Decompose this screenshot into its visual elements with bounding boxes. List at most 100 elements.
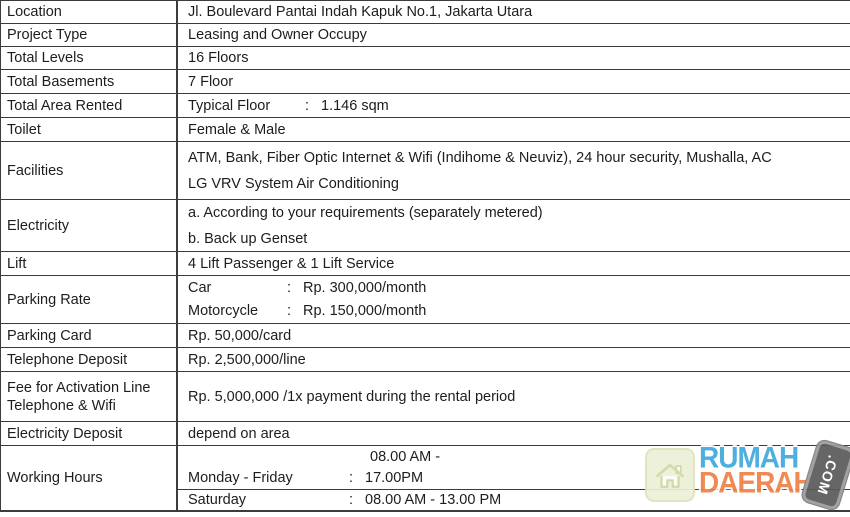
row-value-text: depend on area <box>188 425 290 442</box>
row-label-cell: Telephone Deposit <box>1 348 178 371</box>
row-label-cell: Facilities <box>1 142 178 199</box>
com-badge-text: .COM <box>814 453 842 497</box>
row-label-text: Total Area Rented <box>7 97 123 114</box>
table-row: Project Type Leasing and Owner Occupy <box>1 24 850 47</box>
home-icon <box>645 448 695 502</box>
kv-colon: : <box>287 303 292 320</box>
row-value-cell: depend on area <box>178 422 850 445</box>
table-row: Total Levels 16 Floors <box>1 47 850 70</box>
row-label-cell: Total Levels <box>1 47 178 69</box>
kv-row: Saturday:08.00 AM - 13.00 PM <box>178 488 850 510</box>
row-label-cell: Electricity Deposit <box>1 422 178 445</box>
kv-colon: : <box>305 97 310 114</box>
table-row: Lift 4 Lift Passenger & 1 Lift Service <box>1 252 850 276</box>
row-label-text: Project Type <box>7 27 88 43</box>
logo-words: RUMAH DAERAH <box>699 441 814 499</box>
row-value-cell: Rp. 50,000/card <box>178 324 850 347</box>
row-label-cell: Electricity <box>1 200 178 251</box>
kv-key: Monday - Friday <box>188 469 293 486</box>
row-label-cell: Parking Card <box>1 324 178 347</box>
kv-row: Monday - Friday:17.00PM <box>178 467 850 488</box>
table-row: Electricity Deposit depend on area <box>1 422 850 446</box>
row-label-cell: Project Type <box>1 24 178 46</box>
row-label-cell: Fee for Activation Line Telephone & Wifi <box>1 372 178 421</box>
row-value-text: Female & Male <box>188 121 286 138</box>
row-value-cell: 16 Floors <box>178 47 850 69</box>
kv-key: Saturday <box>188 491 247 508</box>
row-value-text: Rp. 5,000,000 /1x payment during the ren… <box>188 388 516 405</box>
row-label-text: Electricity Deposit <box>7 425 123 442</box>
kv-key: Car <box>188 279 212 296</box>
kv-row: 08.00 AM - <box>178 446 850 467</box>
kv-colon: : <box>349 491 354 508</box>
row-value-line: LG VRV System Air Conditioning <box>188 175 399 192</box>
row-value-cell: Jl. Boulevard Pantai Indah Kapuk No.1, J… <box>178 1 850 23</box>
kv-value: Rp. 150,000/month <box>303 303 427 320</box>
table-row: Working Hours 08.00 AM - Monday - Friday:1… <box>1 446 850 512</box>
row-value-line: b. Back up Genset <box>188 230 308 247</box>
row-value-line: ATM, Bank, Fiber Optic Internet & Wifi (… <box>188 149 772 166</box>
row-value-text: 4 Lift Passenger & 1 Lift Service <box>188 255 395 272</box>
row-value-cell: Leasing and Owner Occupy <box>178 24 850 46</box>
row-label-text: Electricity <box>7 217 70 234</box>
row-label-text: Working Hours <box>7 470 103 486</box>
kv-colon: : <box>287 279 292 296</box>
row-value-cell: Rp. 2,500,000/line <box>178 348 850 371</box>
row-value-cell: ATM, Bank, Fiber Optic Internet & Wifi (… <box>178 142 850 199</box>
row-value-text: Rp. 50,000/card <box>188 327 292 344</box>
row-value-text: Leasing and Owner Occupy <box>188 27 367 43</box>
kv-key: Typical Floor <box>188 97 271 114</box>
row-label-text: Facilities <box>7 162 64 179</box>
row-label-text: Toilet <box>7 121 41 138</box>
row-label-text: Fee for Activation Line Telephone & Wifi <box>7 379 151 414</box>
table-row: Toilet Female & Male <box>1 118 850 142</box>
kv-value: 08.00 AM - <box>370 448 441 465</box>
row-value-text: Rp. 2,500,000/line <box>188 351 306 368</box>
kv-value: 17.00PM <box>365 469 424 486</box>
row-value-cell: Rp. 5,000,000 /1x payment during the ren… <box>178 372 850 421</box>
kv-value: 08.00 AM - 13.00 PM <box>365 491 502 508</box>
table-row: Parking Rate Car: Rp. 300,000/month Motorcy… <box>1 276 850 324</box>
row-value-text: 16 Floors <box>188 50 249 66</box>
kv-row: Motorcycle: Rp. 150,000/month <box>178 300 850 324</box>
row-label-cell: Working Hours <box>1 446 178 510</box>
table-row: Electricity a. According to your requirem… <box>1 200 850 252</box>
row-label-text: Parking Card <box>7 327 92 344</box>
rumahdaerah-logo: RUMAH DAERAH .COM <box>643 437 850 512</box>
kv-colon: : <box>349 469 354 486</box>
kv-key: Motorcycle <box>188 303 259 320</box>
row-label-text: Lift <box>7 255 27 272</box>
kv-value: 1.146 sqm <box>321 97 389 114</box>
row-value-cell: a. According to your requirements (separ… <box>178 200 850 251</box>
row-value-line: a. According to your requirements (separ… <box>188 204 543 221</box>
table-row: Telephone Deposit Rp. 2,500,000/line <box>1 348 850 372</box>
row-label-text: Parking Rate <box>7 291 91 308</box>
row-value-cell: Female & Male <box>178 118 850 141</box>
row-label-text: Location <box>7 4 62 20</box>
row-label-cell: Total Basements <box>1 70 178 93</box>
row-label-text: Total Levels <box>7 50 84 66</box>
logo-text-daerah: DAERAH <box>699 466 814 499</box>
row-label-cell: Lift <box>1 252 178 275</box>
row-value-cell: 7 Floor <box>178 70 850 93</box>
row-value-cell: 4 Lift Passenger & 1 Lift Service <box>178 252 850 275</box>
home-icon-glyph <box>656 463 684 488</box>
row-value-cell: Car: Rp. 300,000/month Motorcycle: Rp. 150,… <box>178 276 850 323</box>
row-value-text: Jl. Boulevard Pantai Indah Kapuk No.1, J… <box>188 4 533 20</box>
table-row: Total Area Rented Typical Floor:1.146 sqm <box>1 94 850 118</box>
row-value-cell: 08.00 AM - Monday - Friday:17.00PM Saturda… <box>178 446 850 510</box>
row-label-cell: Toilet <box>1 118 178 141</box>
kv-row: Typical Floor:1.146 sqm <box>178 98 850 114</box>
table-row: Location Jl. Boulevard Pantai Indah Kapuk… <box>1 1 850 24</box>
row-label-text: Total Basements <box>7 73 115 90</box>
table-row: Fee for Activation Line Telephone & Wifi… <box>1 372 850 422</box>
row-label-text: Telephone Deposit <box>7 351 128 368</box>
logo-text-rumah: RUMAH <box>699 441 799 474</box>
kv-row: Car: Rp. 300,000/month <box>178 276 850 300</box>
table-row: Total Basements 7 Floor <box>1 70 850 94</box>
row-label-cell: Parking Rate <box>1 276 178 323</box>
row-value-text: 7 Floor <box>188 73 234 90</box>
row-value-cell: Typical Floor:1.146 sqm <box>178 94 850 117</box>
